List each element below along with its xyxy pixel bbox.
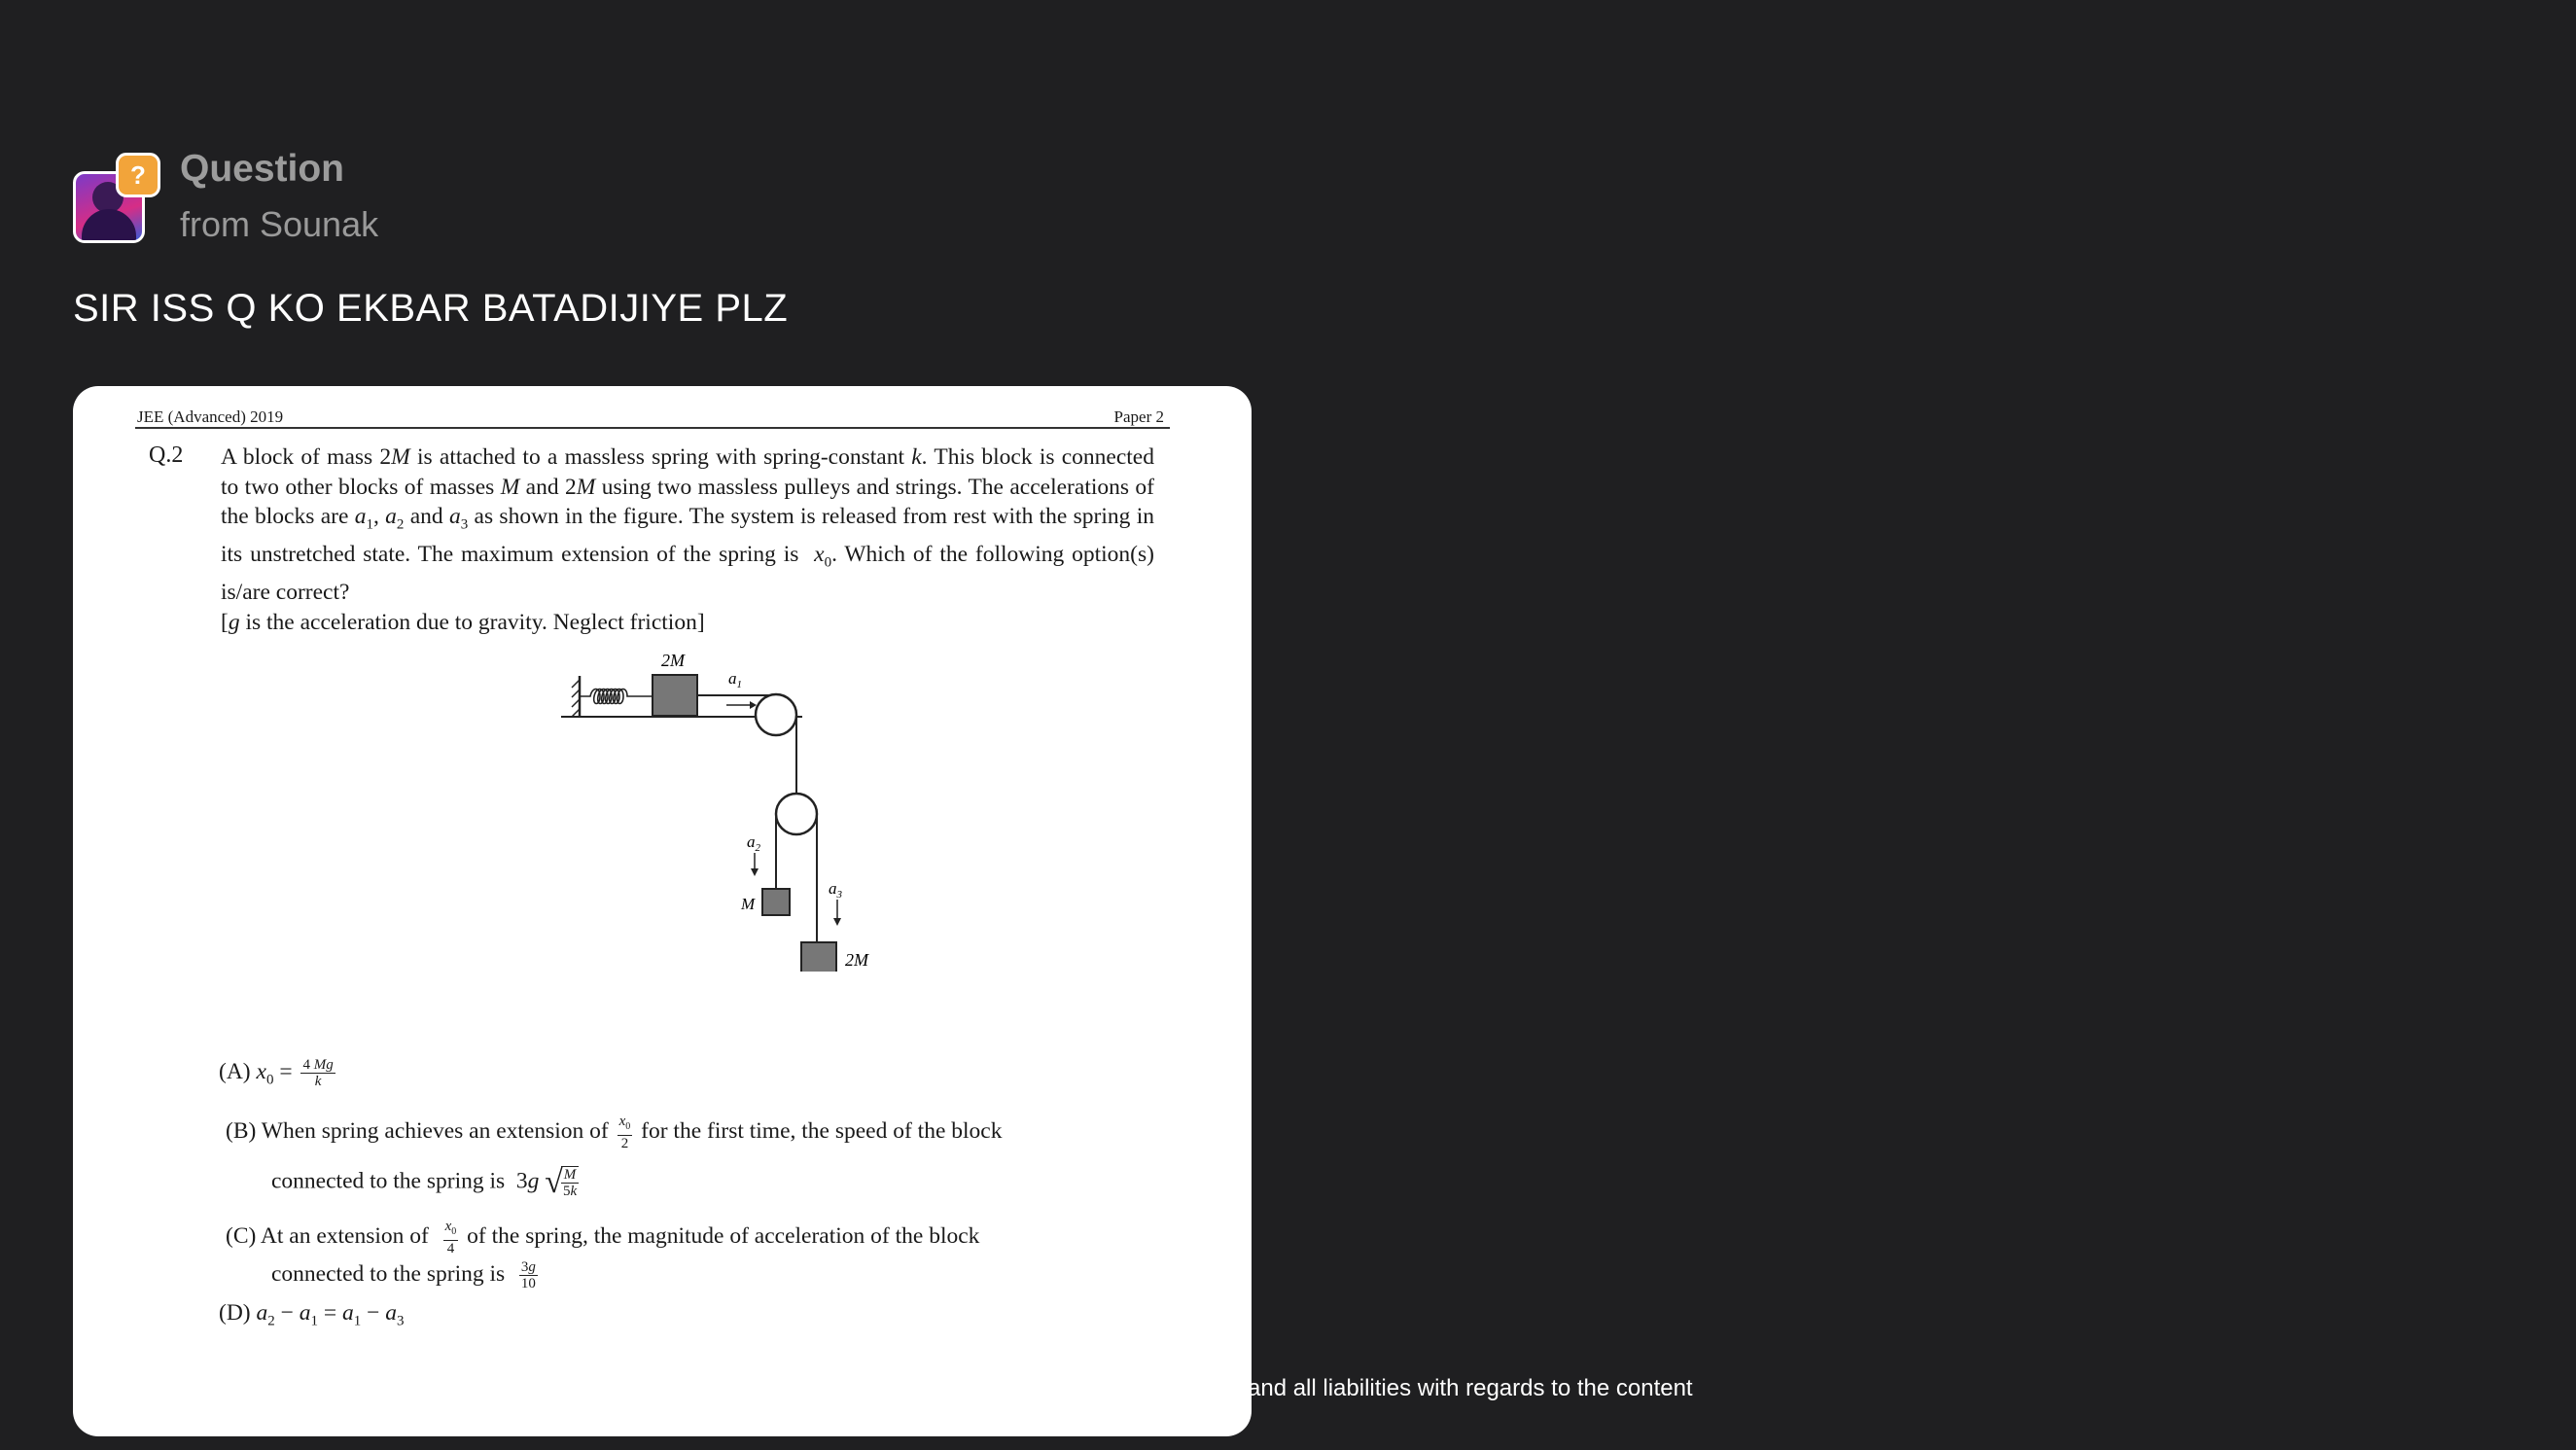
question-image-card[interactable]: JEE (Advanced) 2019 Paper 2 Q.2 A block … <box>73 386 1252 1436</box>
header-subtitle: from Sounak <box>180 204 379 244</box>
option-b: (B) When spring achieves an extension of… <box>226 1114 1003 1151</box>
header-title: Question <box>180 148 345 190</box>
label-block-top: 2M <box>661 651 686 670</box>
option-b-cont: connected to the spring is 3g √ M 5k <box>271 1164 580 1200</box>
option-a: (A) x0 = 4 Mg k <box>219 1057 335 1089</box>
block-2m-bottom <box>800 941 837 972</box>
question-badge-icon: ? <box>116 153 160 197</box>
question-number: Q.2 <box>149 442 184 468</box>
question-message: SIR ISS Q KO EKBAR BATADIJIYE PLZ <box>73 287 789 330</box>
label-block-m: M <box>740 895 756 913</box>
avatar[interactable]: ? <box>73 148 204 245</box>
option-c: (C) At an extension of x0 4 of the spring… <box>226 1219 980 1256</box>
option-c-cont: connected to the spring is 3g 10 <box>271 1259 538 1291</box>
label-block-bottom: 2M <box>845 950 869 970</box>
option-d: (D) a2 − a1 = a1 − a3 <box>219 1300 405 1329</box>
disclaimer-text: and all liabilities with regards to the … <box>1248 1375 1693 1401</box>
wall-hatch <box>571 679 581 718</box>
label-a1: a1 <box>728 669 742 690</box>
header-rule <box>135 427 1170 429</box>
block-m <box>761 888 791 916</box>
question-text: A block of mass 2M is attached to a mass… <box>221 444 1154 635</box>
pulley-figure: 2M a1 M a2 a3 2M <box>561 651 869 972</box>
spring <box>580 688 653 705</box>
block-2m-top <box>652 674 698 717</box>
top-pulley <box>754 692 798 737</box>
label-a2: a2 <box>747 832 761 854</box>
label-a3: a3 <box>829 879 843 901</box>
lower-pulley <box>774 792 819 836</box>
paper-header-left: JEE (Advanced) 2019 <box>137 407 284 426</box>
paper-header-right: Paper 2 <box>1113 407 1164 426</box>
